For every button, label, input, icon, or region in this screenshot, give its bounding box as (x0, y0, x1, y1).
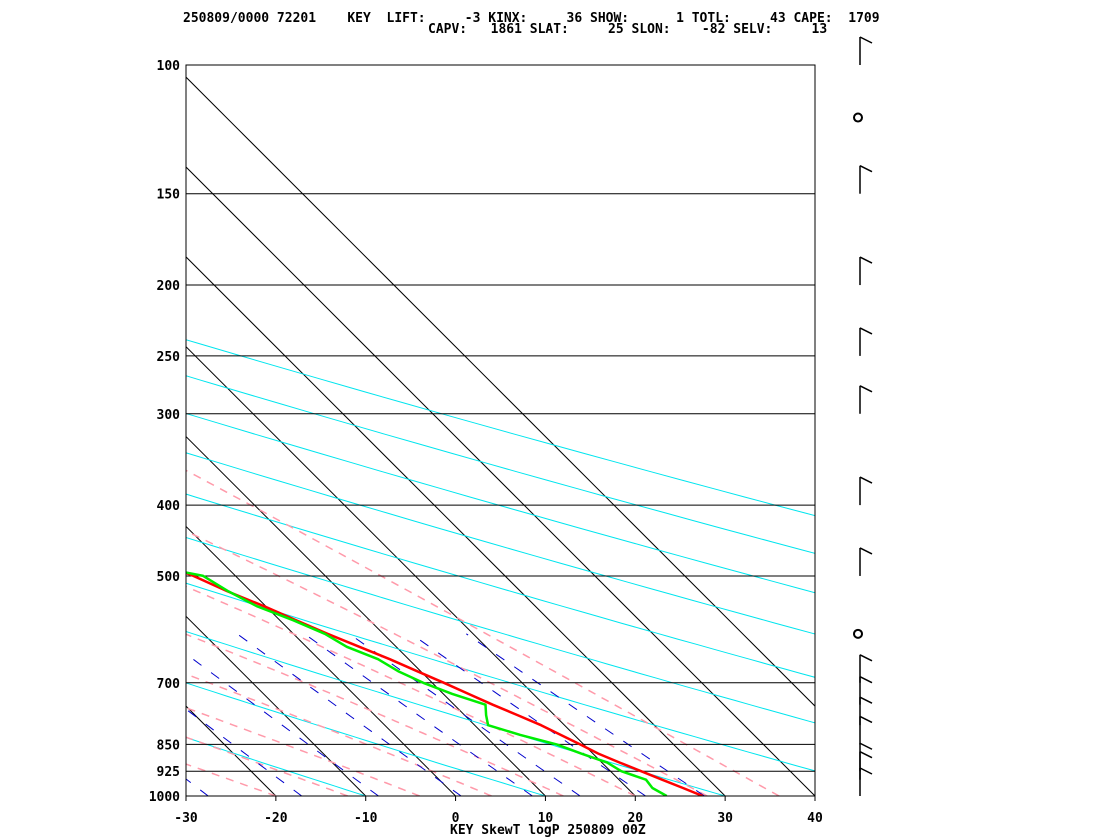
moist-adiabat-line (186, 469, 780, 796)
wind-calm-marker (853, 628, 863, 639)
wind-barb-feather (859, 654, 873, 662)
wind-barb-feather (859, 36, 873, 44)
temperature-tick-label: -10 (354, 811, 378, 826)
dry-adiabat-line (186, 452, 815, 635)
temperature-tick-label: -30 (174, 811, 198, 826)
wind-barb-feather (859, 675, 873, 684)
pressure-tick-label: 1000 (149, 790, 180, 805)
sounding-profiles (186, 571, 704, 796)
temperature-tick-label: -20 (264, 811, 288, 826)
temperature-tick-label: 10 (538, 811, 554, 826)
dry-adiabat-line (186, 736, 366, 796)
dry-adiabat-line (186, 631, 726, 796)
temperature-profile (186, 571, 704, 796)
wind-barbs (853, 36, 873, 796)
pressure-axis: 100 150 200 250 300 400 500 700 850 925 1000 (149, 59, 180, 805)
moist-adiabat-line (186, 585, 636, 796)
pressure-tick-label: 200 (157, 279, 181, 294)
isotherm-line (186, 615, 367, 796)
mixing-ratio-line (410, 633, 646, 796)
background-lines (0, 65, 815, 796)
temperature-tick-label: 40 (807, 811, 823, 826)
moist-adiabat-line (186, 763, 277, 796)
wind-barb-feather (859, 256, 873, 264)
moist-adiabat-line (186, 633, 564, 796)
wind-barb-feather (859, 327, 873, 335)
mixing-ratio-line (349, 633, 581, 796)
chart-footer-title: KEY SkewT logP 250809 00Z (450, 823, 646, 838)
wind-barb-feather (859, 696, 873, 704)
pressure-tick-label: 300 (157, 408, 181, 423)
isotherm-line (186, 346, 636, 796)
pressure-tick-label: 100 (157, 59, 181, 74)
isotherm-line (0, 65, 96, 796)
wind-barb-feather (859, 742, 873, 750)
plot-frame (185, 64, 816, 797)
header-line-1: 250809/0000 72201 KEY LIFT: -3 KINX: 36 … (183, 11, 880, 26)
wind-barb-feather (859, 385, 873, 393)
mixing-ratio-line (466, 633, 705, 796)
wind-barb-feather (859, 476, 873, 484)
moist-adiabat-line (186, 530, 708, 796)
wind-calm-marker (853, 112, 863, 123)
pressure-tick-label: 700 (157, 677, 181, 692)
pressure-tick-label: 250 (157, 350, 181, 365)
header-line-2: CAPV: 1861 SLAT: 25 SLON: -82 SELV: 13 (428, 22, 827, 37)
dewpoint-profile (186, 571, 668, 796)
temperature-tick-label: 0 (452, 811, 460, 826)
mixing-ratio-line (186, 708, 302, 796)
wind-barb-feather (859, 165, 873, 173)
moist-adiabat-line (186, 673, 492, 796)
wind-barb-feather (859, 751, 873, 759)
isotherm-line (186, 705, 277, 796)
mixing-ratio-line (304, 633, 533, 796)
dry-adiabat-line (186, 536, 815, 724)
isotherm-line (186, 525, 456, 796)
moist-adiabat-line (186, 706, 420, 796)
temperature-axis: -30 -20 -10 0 10 20 30 40 (174, 796, 823, 826)
pressure-tick-label: 500 (157, 570, 181, 585)
dry-adiabat-line (186, 682, 546, 796)
pressure-tick-label: 400 (157, 499, 181, 514)
mixing-ratio-line (186, 653, 379, 796)
pressure-tick-label: 150 (157, 188, 181, 203)
wind-barb-feather (859, 715, 873, 724)
isotherm-line (0, 65, 6, 796)
wind-barb-feather (859, 547, 873, 555)
pressure-tick-label: 925 (157, 765, 180, 780)
temperature-tick-label: 30 (717, 811, 733, 826)
isotherm-line (186, 256, 726, 796)
temperature-tick-label: 20 (627, 811, 643, 826)
isotherm-line (186, 76, 815, 707)
isotherm-line (186, 435, 546, 796)
isotherm-line (186, 166, 815, 796)
dry-adiabat-line (186, 493, 815, 678)
pressure-tick-label: 850 (157, 738, 181, 753)
wind-barb-feather (859, 767, 873, 775)
